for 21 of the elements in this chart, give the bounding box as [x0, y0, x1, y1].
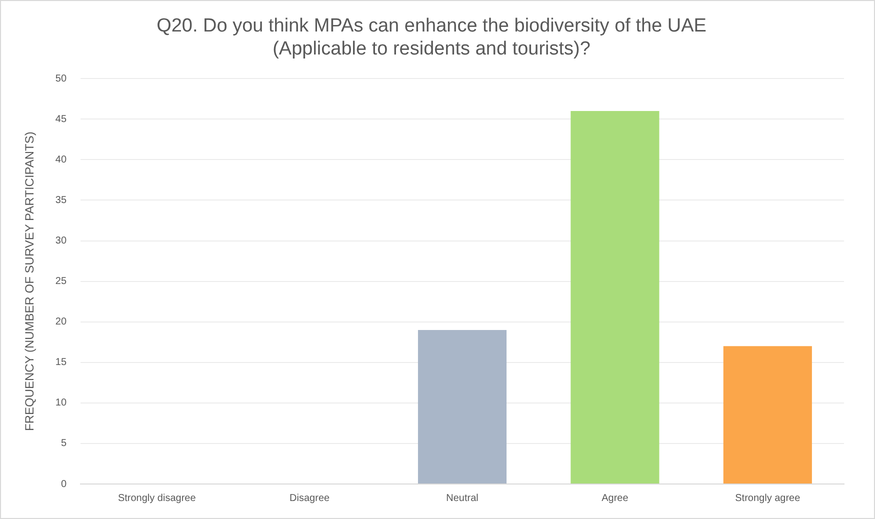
bar — [723, 346, 812, 484]
y-axis-title: FREQUENCY (NUMBER OF SURVEY PARTICIPANTS) — [22, 132, 37, 431]
x-tick-label: Neutral — [446, 492, 478, 504]
y-tick-label: 15 — [55, 357, 67, 368]
y-tick-label: 45 — [55, 114, 67, 125]
y-tick-label: 0 — [60, 478, 67, 490]
x-tick-label: Agree — [602, 492, 629, 504]
y-tick-label: 40 — [55, 154, 67, 166]
y-tick-label: 5 — [60, 438, 67, 450]
x-tick-label: Disagree — [290, 492, 330, 504]
y-tick-label: 35 — [55, 194, 67, 206]
y-tick-label: 25 — [55, 276, 67, 288]
y-tick-label: 10 — [55, 398, 67, 409]
bar — [570, 111, 660, 484]
bar — [418, 330, 507, 484]
x-tick-label: Strongly disagree — [118, 492, 196, 504]
y-tick-label: 20 — [55, 316, 67, 328]
chart-title: Q20. Do you think MPAs can enhance the biodiversity of the UAE (Applicable to residents and tourists)? — [156, 16, 706, 60]
x-tick-label: Strongly agree — [735, 492, 801, 504]
y-tick-label: 50 — [55, 73, 67, 84]
y-tick-label: 30 — [55, 236, 67, 247]
